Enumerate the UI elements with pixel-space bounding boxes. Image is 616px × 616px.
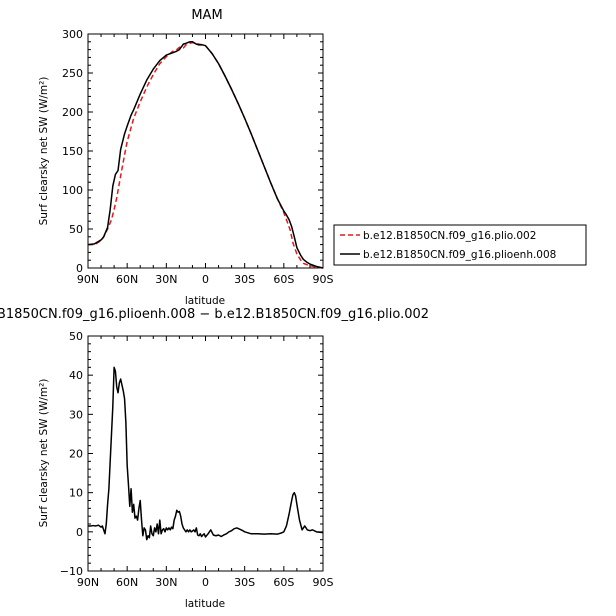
x-axis-label: latitude: [185, 598, 225, 610]
y-tick-label: 50: [69, 330, 83, 343]
y-tick-label: 40: [69, 369, 83, 382]
series-line-b-e12-b1850cn-f09-g16-plio-002: [88, 41, 324, 269]
y-tick-label: 300: [62, 28, 83, 41]
series-lines: [88, 366, 324, 541]
x-tick-label: 30S: [234, 576, 255, 589]
y-tick-label: 100: [62, 184, 83, 197]
x-tick-label: 30N: [155, 576, 177, 589]
series-line-b-e12-b1850cn-f09-g16-plioenh-008: [87, 41, 324, 269]
y-tick-label: 50: [69, 223, 83, 236]
legend-label-plio: b.e12.B1850CN.f09_g16.plio.002: [363, 230, 536, 242]
y-axis-label: Surf clearsky net SW (W/m²): [38, 77, 50, 226]
series-line-difference: [88, 366, 324, 541]
series-lines: [87, 41, 324, 269]
y-axis-label: Surf clearsky net SW (W/m²): [38, 379, 50, 528]
x-tick-label: 90N: [77, 273, 99, 286]
axis-ticks: 90N 60N 30N 0 30S 60S 90S −10 0 10 20 30 40 50: [60, 330, 334, 589]
y-tick-label: 0: [76, 262, 83, 275]
y-tick-label: 20: [69, 448, 83, 461]
plot-frame: [87, 33, 324, 269]
x-tick-label: 0: [202, 273, 209, 286]
legend-label-plioenh: b.e12.B1850CN.f09_g16.plioenh.008: [363, 249, 556, 261]
chart-title: MAM: [191, 8, 222, 23]
y-tick-label: 200: [62, 106, 83, 119]
y-tick-label: 150: [62, 145, 83, 158]
x-tick-label: 90S: [313, 576, 334, 589]
y-tick-label: −10: [60, 565, 83, 578]
axis-ticks: 90N 60N 30N 0 30S 60S 90S 0 50 100 150 200 250 300: [62, 28, 334, 286]
x-tick-label: 90N: [77, 576, 99, 589]
panel-difference: B1850CN.f09_g16.plioenh.008 − b.e12.B185…: [0, 307, 429, 610]
x-tick-label: 60S: [273, 273, 294, 286]
chart-title: B1850CN.f09_g16.plioenh.008 − b.e12.B185…: [0, 307, 429, 322]
x-axis-label: latitude: [185, 295, 225, 307]
legend-box: [333, 224, 587, 266]
x-tick-label: 60N: [116, 576, 138, 589]
y-tick-label: 10: [69, 487, 83, 500]
y-tick-label: 0: [76, 526, 83, 539]
y-tick-label: 30: [69, 408, 83, 421]
y-tick-label: 250: [62, 67, 83, 80]
legend: b.e12.B1850CN.f09_g16.plio.002 b.e12.B18…: [333, 224, 587, 266]
x-tick-label: 0: [202, 576, 209, 589]
x-tick-label: 30S: [234, 273, 255, 286]
x-tick-label: 90S: [313, 273, 334, 286]
x-tick-label: 60S: [273, 576, 294, 589]
panel-mam: MAM 90N 60N 30N 0 30S 60S 90S 0 50 100 150 200 250 30…: [38, 8, 587, 307]
x-tick-label: 60N: [116, 273, 138, 286]
x-tick-label: 30N: [155, 273, 177, 286]
